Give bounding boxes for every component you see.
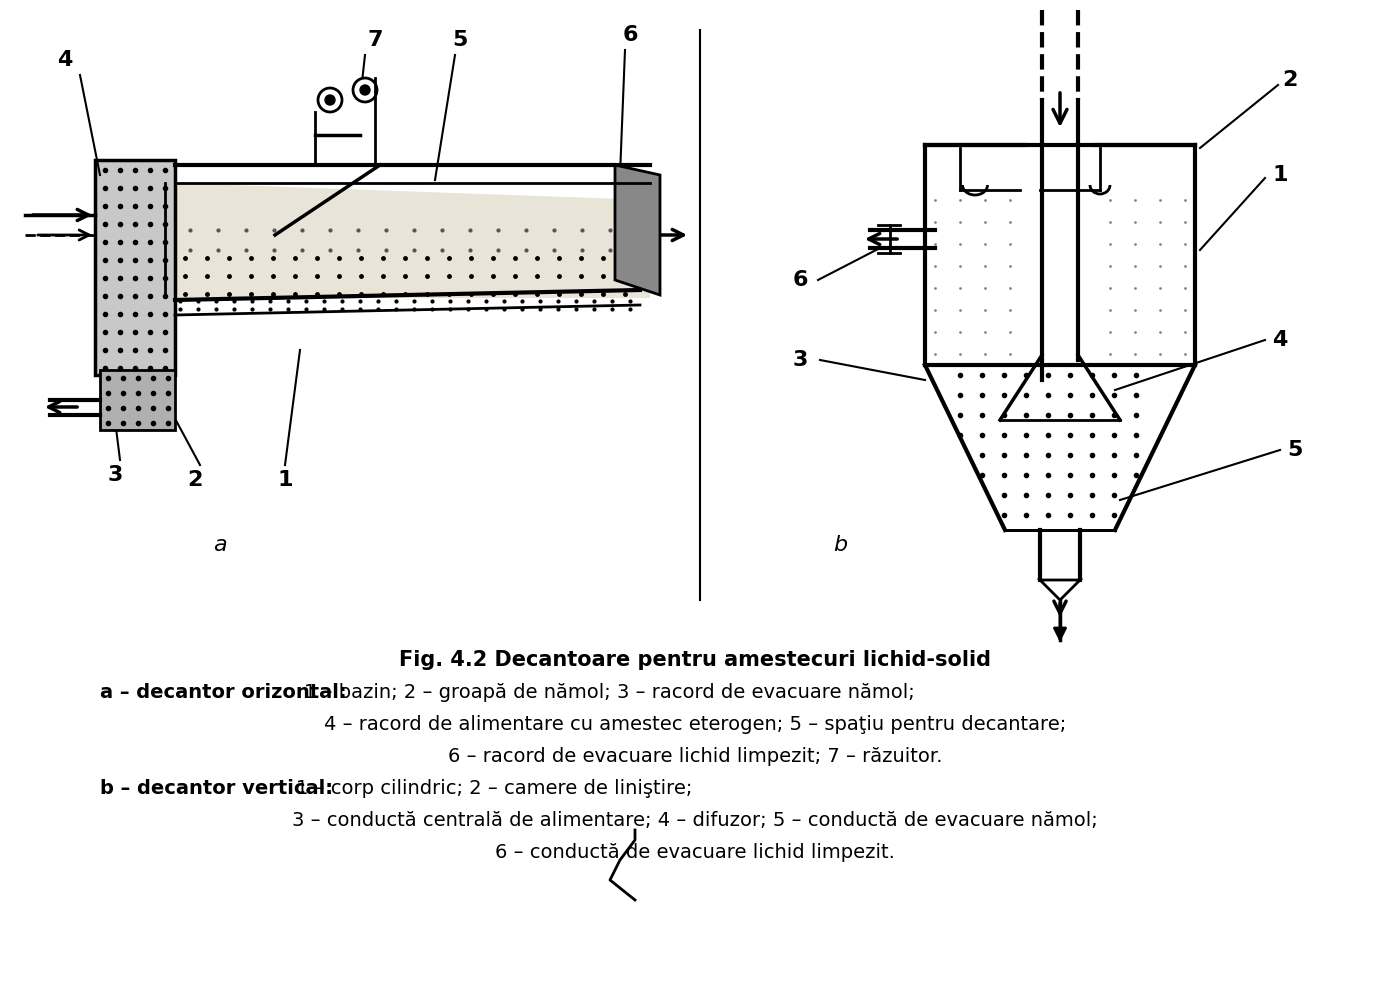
Circle shape [325,95,335,105]
Text: 7: 7 [367,30,382,50]
Text: 6 – conductă de evacuare lichid limpezit.: 6 – conductă de evacuare lichid limpezit… [495,842,895,861]
Text: Fig. 4.2 Decantoare pentru amestecuri lichid-solid: Fig. 4.2 Decantoare pentru amestecuri li… [399,650,991,670]
Text: 1 – corp cilindric; 2 – camere de liniştire;: 1 – corp cilindric; 2 – camere de linişt… [296,779,692,798]
Circle shape [360,85,370,95]
Text: a: a [213,535,227,555]
Text: 3 – conductă centrală de alimentare; 4 – difuzor; 5 – conductă de evacuare nămol: 3 – conductă centrală de alimentare; 4 –… [292,810,1098,829]
Text: b – decantor vertical:: b – decantor vertical: [100,779,339,798]
Text: 6: 6 [623,25,638,45]
Text: 3: 3 [107,465,122,485]
Polygon shape [100,370,175,430]
Polygon shape [614,165,660,295]
Text: 1: 1 [277,470,293,490]
Polygon shape [175,183,651,298]
Text: 6: 6 [792,270,808,290]
Text: 6 – racord de evacuare lichid limpezit; 7 – răzuitor.: 6 – racord de evacuare lichid limpezit; … [448,747,942,766]
Text: 4: 4 [1272,330,1287,350]
Text: a – decantor orizontal:: a – decantor orizontal: [100,682,353,701]
Polygon shape [95,160,175,375]
Circle shape [353,78,377,102]
Text: 2: 2 [1283,70,1298,90]
Polygon shape [1040,580,1080,600]
Text: 1 – bazin; 2 – groapă de nămol; 3 – racord de evacuare nămol;: 1 – bazin; 2 – groapă de nămol; 3 – raco… [304,682,915,701]
Text: 5: 5 [452,30,467,50]
Text: 4 – racord de alimentare cu amestec eterogen; 5 – spaţiu pentru decantare;: 4 – racord de alimentare cu amestec eter… [324,715,1066,734]
Text: 2: 2 [188,470,203,490]
Text: b: b [833,535,847,555]
Text: 5: 5 [1287,440,1302,460]
Text: 1: 1 [1272,165,1287,185]
Text: 4: 4 [57,50,72,70]
Circle shape [318,88,342,112]
Text: 3: 3 [792,350,808,370]
